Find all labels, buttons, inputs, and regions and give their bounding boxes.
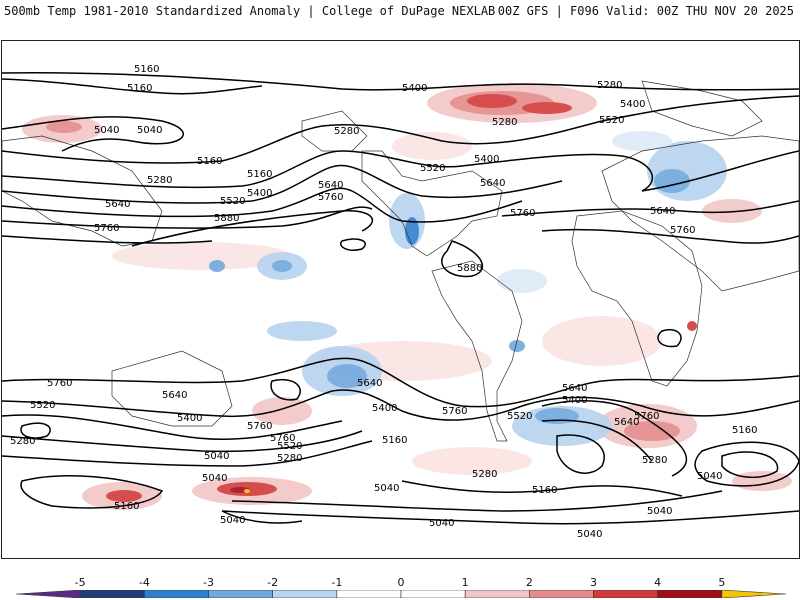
contour-labels: 5160 5160 5040 5160 5280 5160 5400 5280 … — [10, 64, 757, 540]
contour-label: 5640 — [480, 178, 505, 189]
colorbar-segment — [16, 590, 81, 598]
colorbar-segment — [657, 590, 723, 598]
map-canvas: 5160 5160 5040 5160 5280 5160 5400 5280 … — [2, 64, 799, 540]
contour-label: 5160 — [382, 435, 407, 446]
contour-label: 5040 — [204, 451, 229, 462]
colorbar-segment — [529, 590, 594, 598]
contour-label: 5520 — [30, 400, 55, 411]
contour-label: 5760 — [634, 411, 659, 422]
contour-label: 5760 — [442, 406, 467, 417]
contour-label: 5400 — [177, 413, 202, 424]
colorbar-tick-label: -2 — [267, 576, 279, 589]
colorbar-tick-label: 4 — [654, 576, 662, 589]
contour-label: 5160 — [532, 485, 557, 496]
contour-label: 5640 — [614, 417, 639, 428]
contour-label: 5280 — [597, 80, 622, 91]
contour-label: 5280 — [642, 455, 667, 466]
contour-label: 5640 — [318, 180, 343, 191]
colorbar-tick-label: -4 — [138, 576, 150, 589]
colorbar-tick-label: 2 — [525, 576, 533, 589]
coastlines — [2, 80, 799, 442]
contour-label: 5160 — [114, 501, 139, 512]
contour-label: 5040 — [647, 506, 672, 517]
contour-label: 5040 — [577, 529, 602, 540]
contour-label: 5040 — [94, 125, 119, 136]
contour-label: 5880 — [457, 263, 482, 274]
contour-label: 5160 — [247, 169, 272, 180]
contour-label: 5280 — [147, 175, 172, 186]
contour-label: 5880 — [214, 213, 239, 224]
height-contours — [2, 72, 799, 525]
contour-label: 5400 — [247, 188, 272, 199]
contour-label: 5640 — [105, 199, 130, 210]
contour-label: 5280 — [472, 469, 497, 480]
contour-label: 5040 — [220, 515, 245, 526]
contour-label: 5400 — [620, 99, 645, 110]
contour-label: 5400 — [474, 154, 499, 165]
contour-label: 5640 — [650, 206, 675, 217]
contour-label: 5160 — [127, 83, 152, 94]
contour-label: 5640 — [162, 390, 187, 401]
colorbar-tick-label: -5 — [74, 576, 86, 589]
contour-label: 5280 — [492, 117, 517, 128]
contour-label: 5040 — [202, 473, 227, 484]
map-panel: 5160 5160 5040 5160 5280 5160 5400 5280 … — [1, 40, 800, 559]
colorbar-segment — [144, 590, 209, 598]
contour-label: 5280 — [277, 453, 302, 464]
contour-label: 5760 — [247, 421, 272, 432]
colorbar-segment — [721, 590, 786, 598]
contour-label: 5040 — [429, 518, 454, 529]
contour-label: 5760 — [318, 192, 343, 203]
contour-label: 5520 — [507, 411, 532, 422]
map-title: 500mb Temp 1981-2010 Standardized Anomal… — [4, 4, 496, 18]
anomaly-colorbar — [16, 590, 786, 598]
contour-label: 5280 — [10, 436, 35, 447]
colorbar-tick-label: 5 — [718, 576, 726, 589]
run-info: 00Z GFS | F096 Valid: 00Z THU NOV 20 202… — [497, 4, 794, 18]
colorbar-segment — [272, 590, 338, 598]
colorbar-segment — [79, 590, 145, 598]
contour-label: 5280 — [334, 126, 359, 137]
contour-label: 5160 — [197, 156, 222, 167]
contour-label: 5640 — [562, 383, 587, 394]
colorbar-segment — [464, 590, 530, 598]
contour-label: 5760 — [47, 378, 72, 389]
colorbar-segment — [400, 590, 466, 598]
contour-label: 5760 — [670, 225, 695, 236]
contour-label: 5640 — [357, 378, 382, 389]
colorbar-tick-label: 1 — [461, 576, 469, 589]
contour-label: 5520 — [277, 441, 302, 452]
contour-label: 5040 — [374, 483, 399, 494]
contour-label: 5040 — [697, 471, 722, 482]
colorbar-segment — [336, 590, 402, 598]
contour-label: 5520 — [220, 196, 245, 207]
colorbar-tick-label: 3 — [590, 576, 597, 589]
contour-label: 5160 — [732, 425, 757, 436]
contour-label: 5400 — [562, 395, 587, 406]
colorbar-tick-label: 0 — [397, 576, 405, 589]
colorbar-segment — [208, 590, 273, 598]
contour-label: 5040 — [137, 125, 162, 136]
contour-label: 5520 — [599, 115, 624, 126]
contour-label: 5520 — [420, 163, 445, 174]
contour-label: 5400 — [402, 83, 427, 94]
colorbar-tick-label: -1 — [331, 576, 343, 589]
contour-label: 5400 — [372, 403, 397, 414]
contour-label: 5760 — [270, 433, 295, 444]
contour-label: 5160 — [134, 64, 159, 75]
colorbar-tick-label: -3 — [203, 576, 214, 589]
colorbar-segment — [593, 590, 658, 598]
contour-label: 5760 — [510, 208, 535, 219]
contour-label: 5760 — [94, 223, 119, 234]
